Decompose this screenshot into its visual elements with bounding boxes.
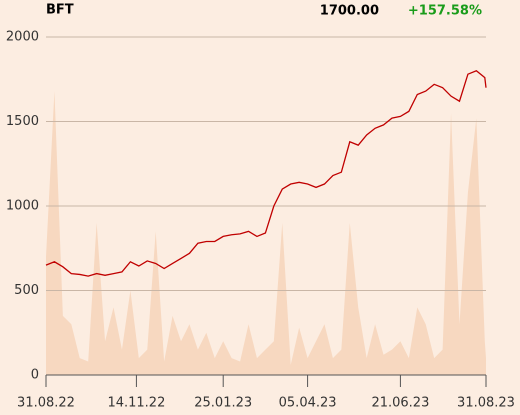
price-line xyxy=(45,70,487,277)
y-tick-label: 1000 xyxy=(6,199,39,214)
price: 1700.00 xyxy=(320,4,379,19)
x-tick-label: 21.06.23 xyxy=(371,396,429,411)
volume-area xyxy=(46,91,486,375)
y-tick-label: 0 xyxy=(31,368,39,383)
x-tick-label: 31.08.22 xyxy=(17,396,75,411)
y-tick-label: 2000 xyxy=(6,30,39,45)
x-tick-label: 31.08.23 xyxy=(457,396,515,411)
ticker: BFT xyxy=(46,3,74,18)
x-tick-label: 05.04.23 xyxy=(279,396,337,411)
change: +157.58% xyxy=(408,4,482,19)
y-tick-label: 1500 xyxy=(6,114,39,129)
x-tick-label: 14.11.22 xyxy=(107,396,165,411)
x-tick-label: 25.01.23 xyxy=(194,396,252,411)
y-tick-label: 500 xyxy=(14,283,39,298)
